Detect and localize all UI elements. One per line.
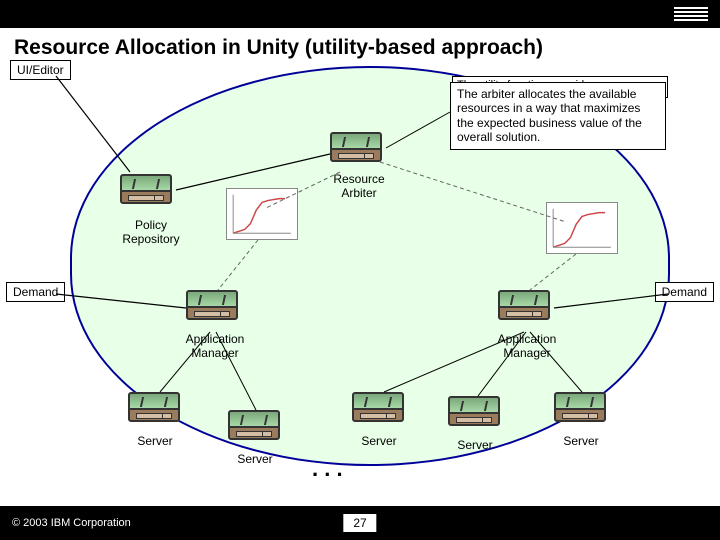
- server-5-label: Server: [536, 434, 626, 448]
- policy-repository-icon: [120, 174, 176, 214]
- resource-arbiter-label: Resource Arbiter: [314, 172, 404, 200]
- server-4-icon: [448, 396, 504, 436]
- demand-right-label: Demand: [655, 282, 714, 302]
- policy-repository-label: Policy Repository: [106, 218, 196, 246]
- resource-arbiter-icon: [330, 132, 386, 172]
- demand-left-label: Demand: [6, 282, 65, 302]
- server-2-label: Server: [210, 452, 300, 466]
- server-4-label: Server: [430, 438, 520, 452]
- server-1-label: Server: [110, 434, 200, 448]
- ellipsis-label: . . .: [312, 456, 343, 482]
- app-manager-right-label: Application Manager: [482, 332, 572, 360]
- server-3-label: Server: [334, 434, 424, 448]
- app-manager-left-icon: [186, 290, 242, 330]
- ui-editor-label: UI/Editor: [10, 60, 71, 80]
- utility-plot-left: [226, 188, 298, 240]
- server-3-icon: [352, 392, 408, 432]
- header-bar: [0, 0, 720, 28]
- copyright-text: © 2003 IBM Corporation: [12, 517, 131, 529]
- server-1-icon: [128, 392, 184, 432]
- server-2-icon: [228, 410, 284, 450]
- ibm-logo: [674, 7, 708, 21]
- app-manager-right-icon: [498, 290, 554, 330]
- utility-plot-right: [546, 202, 618, 254]
- server-5-icon: [554, 392, 610, 432]
- callout-box: The arbiter allocates the available reso…: [450, 82, 666, 150]
- footer-bar: © 2003 IBM Corporation 27: [0, 506, 720, 540]
- diagram-stage: The utility functions provide The arbite…: [10, 62, 710, 498]
- app-manager-left-label: Application Manager: [170, 332, 260, 360]
- page-number: 27: [343, 514, 376, 532]
